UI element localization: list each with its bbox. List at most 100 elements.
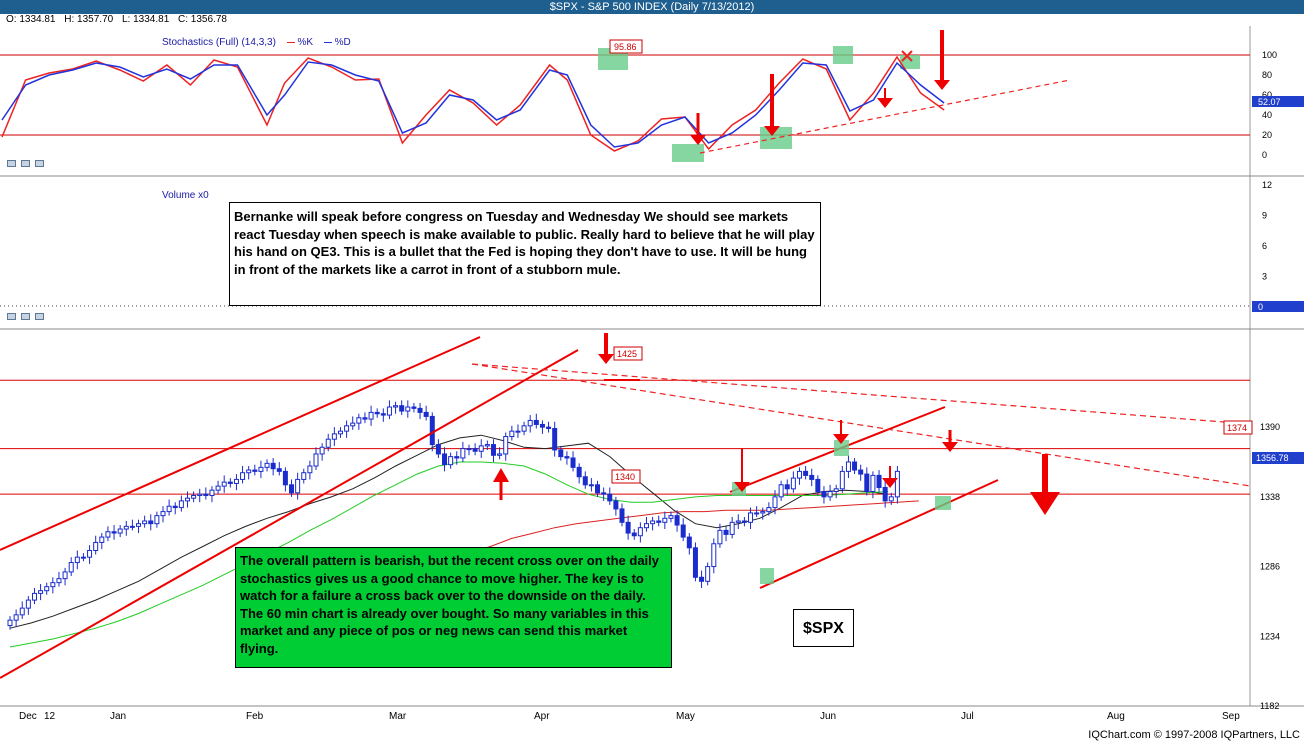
price-tick-label: 1182 [1260, 701, 1279, 711]
stoch-tick-label: 100 [1262, 50, 1277, 60]
stoch-zoom-in-button[interactable] [21, 160, 30, 167]
candle [99, 536, 105, 543]
bernanke-note: Bernanke will speak before congress on T… [229, 202, 821, 306]
candle [325, 438, 331, 448]
candle [466, 448, 472, 451]
price-tick-label: 1390 [1260, 422, 1280, 432]
stoch-tick-label: 80 [1262, 70, 1272, 80]
stoch-zoom-out-button[interactable] [7, 160, 16, 167]
candle [515, 430, 521, 433]
candle [313, 453, 319, 467]
stoch-last-box [1252, 96, 1304, 107]
signal-highlight [672, 144, 704, 162]
candle [858, 469, 864, 475]
candle [87, 549, 93, 558]
candle [154, 515, 160, 525]
candle [374, 411, 380, 415]
candle [148, 520, 154, 525]
candle [399, 405, 405, 412]
candle [62, 571, 68, 580]
candle [337, 430, 343, 435]
volume-zoom-out-button[interactable] [7, 313, 16, 320]
candle [503, 436, 509, 455]
candle [191, 495, 197, 499]
x-tick-label: Apr [534, 711, 550, 722]
down-arrow-icon [734, 482, 750, 492]
k-line [1, 55, 945, 152]
candle [613, 500, 619, 510]
candle [74, 556, 80, 564]
candle [93, 541, 99, 551]
candle [497, 453, 503, 456]
candle [38, 590, 44, 594]
candle [803, 470, 809, 476]
candle [417, 407, 423, 413]
candle [662, 517, 668, 523]
x-tick-label: Jun [820, 711, 836, 722]
volume-zoom-in-button[interactable] [21, 313, 30, 320]
candle [527, 419, 533, 427]
candle [307, 465, 313, 474]
candle [748, 512, 754, 523]
stoch-last-label: 52.07 [1258, 97, 1281, 107]
candle [827, 490, 833, 498]
candle [111, 531, 117, 534]
down-arrow-icon [690, 135, 706, 145]
candle [509, 430, 515, 438]
candle [705, 566, 711, 582]
stoch-close-button[interactable] [35, 160, 44, 167]
volume-close-button[interactable] [35, 313, 44, 320]
candle [172, 505, 178, 509]
candle [815, 478, 821, 492]
candle [521, 425, 527, 432]
candle [723, 529, 729, 535]
candle [876, 474, 882, 488]
stoch-callout-box [609, 39, 643, 54]
upper-channel-line [0, 336, 481, 551]
copyright-footer: IQChart.com © 1997-2008 IQPartners, LLC [1088, 729, 1300, 741]
down-arrow-icon [934, 80, 950, 90]
signal-highlight [760, 568, 774, 584]
dashed-resistance-2 [471, 363, 1251, 425]
candle [864, 473, 870, 492]
candle [178, 500, 184, 509]
stochastic-title: Stochastics (Full) (14,3,3) [162, 37, 276, 48]
candle [674, 515, 680, 526]
candle [197, 493, 203, 497]
volume-last-label: 0 [1258, 302, 1263, 312]
up-arrow-icon [493, 468, 509, 482]
candle [68, 562, 74, 573]
candle [845, 461, 851, 472]
candle [13, 614, 19, 621]
candle [350, 422, 356, 427]
candle [203, 493, 209, 497]
candle [637, 527, 643, 537]
candle [442, 453, 448, 466]
d-legend: %D [334, 37, 351, 48]
signal-highlight [760, 127, 792, 149]
candle [246, 469, 252, 474]
k-legend-swatch [286, 41, 295, 43]
price-tick-label: 1338 [1260, 492, 1280, 502]
candle [129, 525, 135, 528]
down-arrow-icon [942, 442, 958, 452]
big-down-arrow-icon [1030, 492, 1060, 515]
open-value: O: 1334.81 [6, 14, 56, 25]
candle [570, 457, 576, 468]
candle [429, 415, 435, 446]
candle [344, 425, 350, 432]
candle [50, 582, 56, 588]
x-tick-label: Mar [389, 711, 407, 722]
candle [264, 462, 270, 468]
candle [386, 406, 392, 416]
candle [692, 547, 698, 578]
candle [331, 433, 337, 440]
close-value: C: 1356.78 [178, 14, 227, 25]
candle [790, 477, 796, 490]
candle [699, 576, 705, 582]
candle [772, 496, 778, 509]
candle [833, 488, 839, 492]
candle [852, 461, 858, 471]
candle [19, 607, 25, 616]
